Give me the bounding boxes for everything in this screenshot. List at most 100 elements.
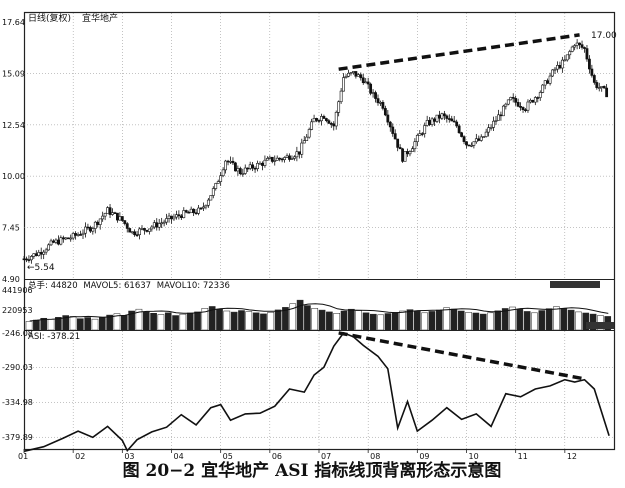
price-candle-body bbox=[317, 120, 321, 122]
volume-bar bbox=[567, 309, 575, 331]
price-candle-body bbox=[546, 80, 550, 84]
price-candle-body bbox=[224, 160, 227, 171]
asi-panel-border bbox=[24, 330, 615, 450]
price-candle-body bbox=[484, 131, 488, 137]
price-candle-body bbox=[501, 105, 505, 117]
price-candle-body bbox=[236, 168, 240, 172]
volume-bar bbox=[33, 319, 40, 331]
price-candle-body bbox=[455, 121, 459, 127]
volume-indicator-tag bbox=[550, 281, 600, 288]
price-candle-body bbox=[219, 175, 223, 182]
asi-panel: -246.08 -290.03 -334.98 -379.89 ASI: -378.2… bbox=[2, 329, 615, 453]
price-low-label: ←5.54 bbox=[27, 263, 55, 273]
price-candle-body bbox=[327, 120, 331, 124]
volume-bar bbox=[472, 312, 480, 331]
volume-bar bbox=[326, 311, 333, 331]
price-candle-body bbox=[29, 256, 33, 261]
price-candle-body bbox=[514, 98, 518, 103]
price-candle-body bbox=[411, 148, 414, 152]
price-candle-body bbox=[300, 142, 304, 155]
price-candle-body bbox=[445, 115, 449, 119]
volume-bar bbox=[355, 310, 362, 331]
price-candle-body bbox=[558, 65, 562, 69]
price-candle-body bbox=[526, 101, 530, 111]
price-candle-body bbox=[106, 207, 109, 214]
price-candle-body bbox=[408, 151, 412, 155]
price-candle-body bbox=[386, 114, 390, 123]
price-candle-body bbox=[172, 216, 176, 220]
price-candle-body bbox=[194, 212, 198, 215]
x-tick-label: 10 bbox=[469, 452, 479, 461]
volume-panel: 441906 220953 总手: 44820 MAVOL5: 61637 MAV… bbox=[2, 279, 615, 331]
asi-gridlines bbox=[24, 331, 614, 449]
price-candle-body bbox=[590, 68, 594, 76]
price-candle-body bbox=[349, 72, 353, 74]
price-candle-body bbox=[320, 116, 323, 122]
price-y-tick-label: 12.54 bbox=[2, 121, 25, 130]
price-high-label: 17.00 bbox=[591, 31, 617, 41]
volume-bar bbox=[194, 311, 201, 331]
price-candle-body bbox=[573, 45, 577, 48]
price-panel: 17.64 15.09 12.54 10.00 7.45 4.90 日线(复权) 宜华地产… bbox=[2, 12, 617, 284]
volume-bar bbox=[392, 312, 399, 331]
price-candle-body bbox=[465, 141, 468, 146]
price-candle-body bbox=[49, 240, 53, 246]
volume-bar bbox=[267, 312, 275, 331]
price-candle-body bbox=[332, 123, 336, 127]
price-candle-body bbox=[52, 240, 55, 243]
price-candle-body bbox=[551, 69, 554, 77]
price-candle-body bbox=[516, 102, 520, 107]
price-candle-body bbox=[322, 116, 326, 119]
price-candle-body bbox=[256, 163, 259, 169]
price-candle-body bbox=[108, 207, 112, 215]
price-candle-body bbox=[543, 80, 547, 86]
price-candle-body bbox=[297, 151, 301, 155]
price-candle-body bbox=[152, 222, 156, 228]
price-candle-body bbox=[592, 75, 596, 83]
volume-bar bbox=[91, 318, 99, 331]
price-candle-body bbox=[133, 231, 137, 235]
x-tick-label: 03 bbox=[124, 452, 134, 461]
price-candle-body bbox=[86, 226, 90, 229]
volume-bar bbox=[435, 309, 443, 331]
price-candle-body bbox=[27, 259, 31, 261]
stock-name: 宜华地产 bbox=[82, 12, 118, 24]
price-candle-body bbox=[98, 218, 102, 225]
price-candle-body bbox=[585, 48, 589, 60]
x-tick-label: 02 bbox=[75, 452, 85, 461]
x-tick-label: 05 bbox=[223, 452, 233, 461]
price-candle-body bbox=[531, 99, 535, 103]
volume-bar bbox=[260, 313, 267, 331]
price-candle-body bbox=[199, 207, 203, 210]
price-candle-body bbox=[64, 237, 68, 240]
price-candle-body bbox=[312, 118, 316, 123]
price-candle-body bbox=[396, 138, 400, 148]
price-candle-body bbox=[366, 81, 370, 85]
price-candle-body bbox=[293, 156, 296, 159]
price-candle-body bbox=[226, 160, 230, 163]
price-candle-body bbox=[536, 97, 540, 99]
price-candle-body bbox=[315, 118, 318, 121]
price-candle-body bbox=[482, 136, 486, 138]
price-candle-body bbox=[214, 183, 218, 189]
price-candle-body bbox=[533, 97, 537, 103]
price-candle-body bbox=[492, 120, 495, 128]
x-axis: 01 02 03 04 05 06 07 08 09 10 11 12 bbox=[18, 449, 577, 461]
price-y-tick-label: 4.90 bbox=[2, 275, 20, 284]
volume-bar bbox=[186, 312, 194, 331]
price-candle-body bbox=[519, 106, 522, 108]
price-candle-body bbox=[553, 68, 557, 71]
price-candle-body bbox=[447, 118, 451, 120]
price-candle-body bbox=[418, 133, 422, 136]
price-trend-line bbox=[338, 33, 580, 71]
volume-ma-line bbox=[29, 303, 609, 322]
volume-bar bbox=[531, 312, 538, 331]
price-candle-body bbox=[275, 157, 279, 161]
price-candle-body bbox=[570, 46, 574, 52]
price-candle-body bbox=[442, 113, 446, 117]
price-candle-body bbox=[177, 214, 181, 217]
volume-bar bbox=[487, 312, 494, 331]
price-candle-body bbox=[261, 162, 264, 166]
price-candle-body bbox=[359, 74, 363, 79]
volume-bar bbox=[142, 311, 150, 331]
